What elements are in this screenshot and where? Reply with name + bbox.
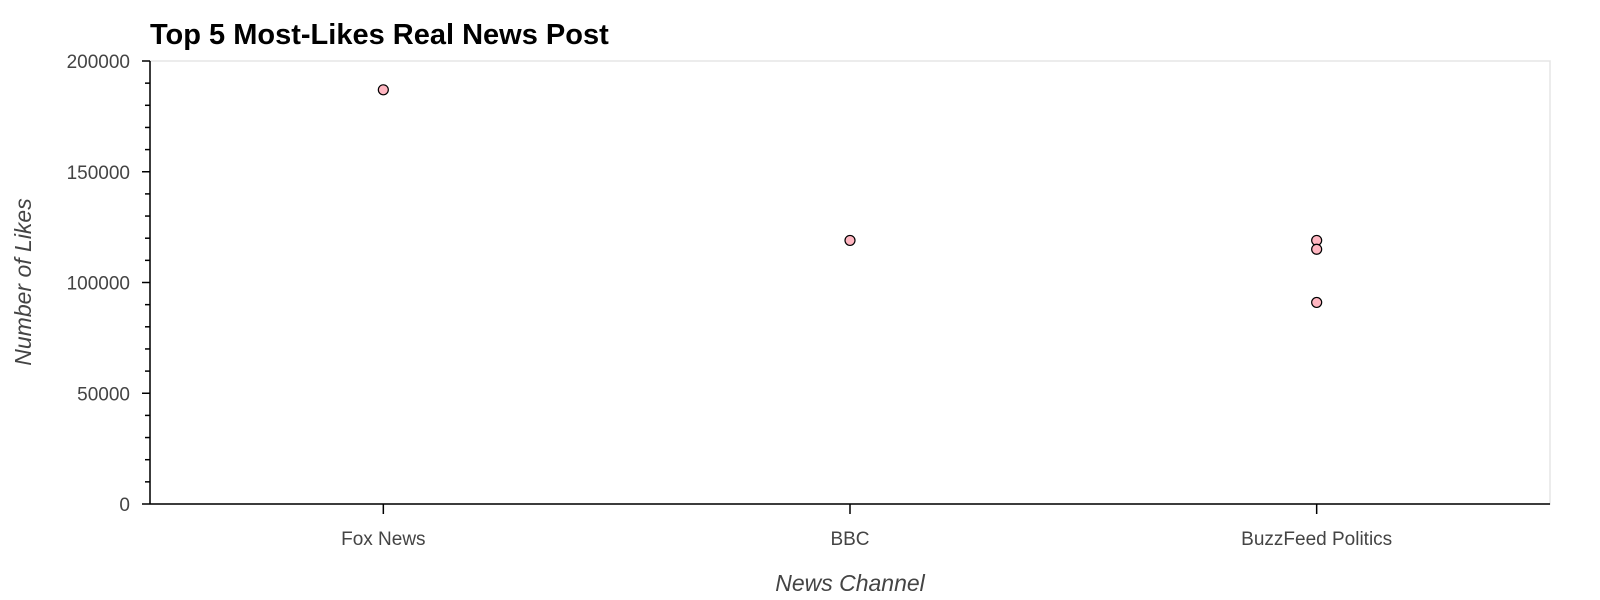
data-point	[1311, 296, 1323, 309]
y-tick-label: 100000	[67, 274, 130, 295]
data-points	[377, 84, 1323, 309]
y-axis-title: Number of Likes	[10, 198, 36, 366]
y-axis: 0 50000 100000 150000 200000	[67, 52, 151, 516]
x-tick-label: BBC	[830, 529, 869, 550]
data-point	[844, 234, 856, 247]
x-axis-title: News Channel	[775, 570, 925, 596]
x-tick-label: BuzzFeed Politics	[1241, 529, 1392, 550]
y-tick-label: 150000	[67, 163, 130, 184]
plot-area	[149, 60, 1551, 505]
chart-title: Top 5 Most-Likes Real News Post	[150, 19, 609, 51]
data-point	[1311, 243, 1323, 255]
x-axis: Fox News BBC BuzzFeed Politics	[150, 503, 1550, 550]
y-tick-label: 0	[119, 495, 130, 516]
y-tick-label: 200000	[67, 52, 130, 73]
data-point	[377, 84, 389, 96]
x-tick-label: Fox News	[341, 529, 425, 550]
y-tick-label: 50000	[77, 384, 130, 405]
